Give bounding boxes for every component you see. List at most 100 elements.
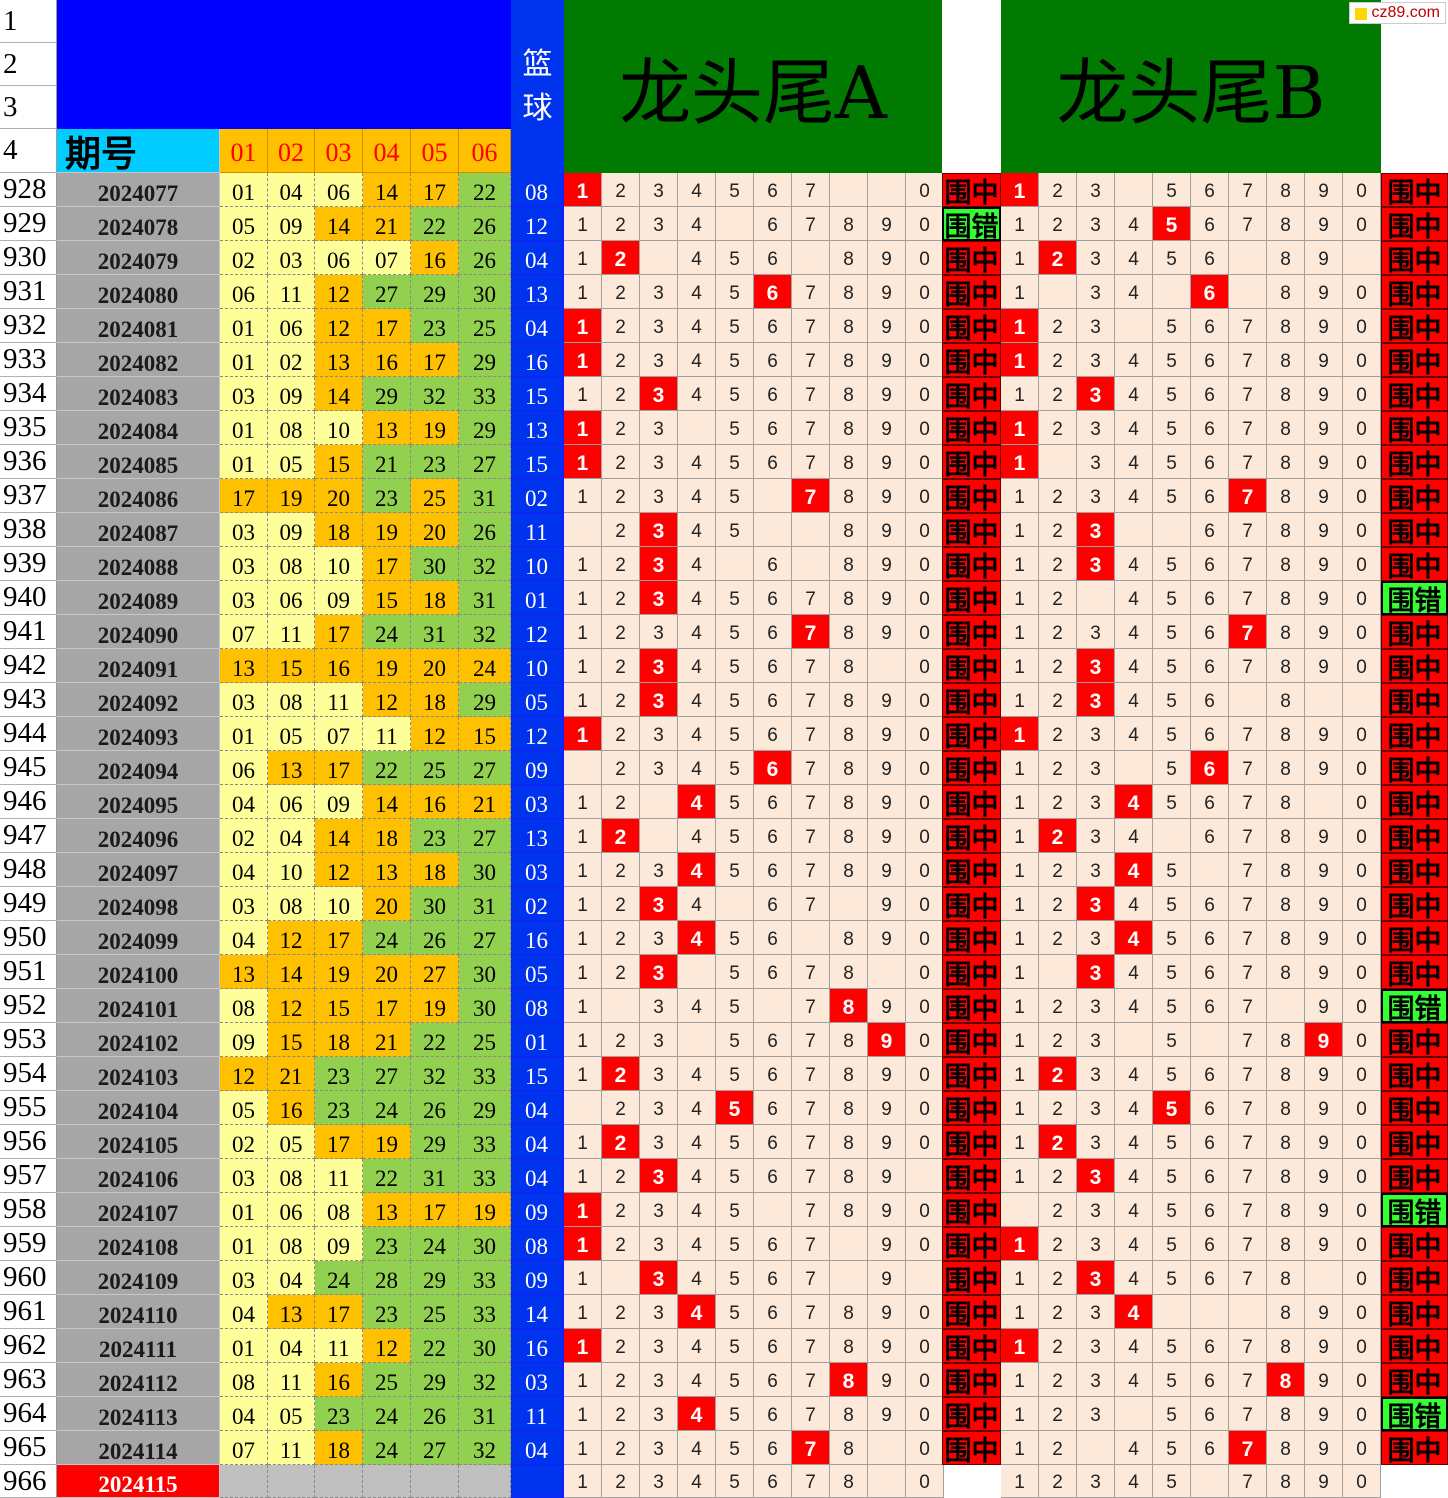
red-ball[interactable]: 26 xyxy=(459,513,511,547)
tail-a-cell[interactable]: 9 xyxy=(868,683,906,717)
tail-a-cell[interactable]: 8 xyxy=(830,207,868,241)
tail-a-cell[interactable]: 6 xyxy=(754,173,792,207)
tail-a-cell[interactable]: 2 xyxy=(602,513,640,547)
tail-a-cell[interactable]: 2 xyxy=(602,1227,640,1261)
tail-b-cell[interactable]: 1 xyxy=(1001,683,1039,717)
tail-a-cell[interactable]: 7 xyxy=(792,309,830,343)
tail-a-cell[interactable]: 1 xyxy=(564,1023,602,1057)
tail-b-cell[interactable]: 8 xyxy=(1267,615,1305,649)
red-ball[interactable]: 19 xyxy=(363,1125,411,1159)
red-ball[interactable]: 23 xyxy=(411,819,459,853)
tail-b-cell[interactable]: 4 xyxy=(1115,717,1153,751)
tail-b-cell[interactable]: 3 xyxy=(1077,1329,1115,1363)
red-ball[interactable]: 30 xyxy=(459,1227,511,1261)
red-ball[interactable]: 19 xyxy=(315,955,363,989)
red-ball[interactable]: 03 xyxy=(220,513,268,547)
red-ball[interactable]: 19 xyxy=(363,513,411,547)
tail-b-cell[interactable]: 2 xyxy=(1039,1329,1077,1363)
tail-a-cell[interactable]: 5 xyxy=(716,445,754,479)
tail-b-cell[interactable]: 6 xyxy=(1191,1193,1229,1227)
tail-a-cell[interactable]: 6 xyxy=(754,1261,792,1295)
tail-b-cell[interactable]: 3 xyxy=(1077,819,1115,853)
tail-b-cell[interactable]: 4 xyxy=(1115,853,1153,887)
row-number[interactable]: 940 xyxy=(0,581,57,615)
tail-a-cell[interactable]: 4 xyxy=(678,547,716,581)
tail-b-cell[interactable]: 4 xyxy=(1115,1261,1153,1295)
tail-b-cell[interactable]: 9 xyxy=(1305,1363,1343,1397)
tail-a-cell[interactable]: 6 xyxy=(754,785,792,819)
tail-b-cell[interactable]: 1 xyxy=(1001,275,1039,309)
tail-b-cell[interactable]: 1 xyxy=(1001,377,1039,411)
red-ball[interactable]: 05 xyxy=(268,445,315,479)
tail-b-cell[interactable]: 6 xyxy=(1191,1329,1229,1363)
red-ball[interactable]: 05 xyxy=(220,1091,268,1125)
tail-a-cell[interactable]: 1 xyxy=(564,819,602,853)
tail-b-cell[interactable]: 1 xyxy=(1001,1091,1039,1125)
tail-a-cell[interactable]: 0 xyxy=(906,1125,944,1159)
result-a[interactable]: 围中 xyxy=(942,1261,1001,1295)
red-ball[interactable]: 11 xyxy=(363,717,411,751)
tail-a-cell[interactable]: 7 xyxy=(792,343,830,377)
tail-a-cell[interactable]: 9 xyxy=(868,1057,906,1091)
result-a[interactable]: 围中 xyxy=(942,615,1001,649)
tail-b-cell[interactable]: 2 xyxy=(1039,683,1077,717)
tail-a-cell[interactable]: 5 xyxy=(716,1329,754,1363)
result-b[interactable]: 围中 xyxy=(1381,411,1448,445)
tail-b-cell[interactable]: 6 xyxy=(1191,547,1229,581)
tail-a-cell[interactable]: 4 xyxy=(678,921,716,955)
tail-a-cell[interactable]: 0 xyxy=(906,1023,944,1057)
tail-b-cell[interactable]: 4 xyxy=(1115,921,1153,955)
tail-a-cell[interactable]: 6 xyxy=(754,887,792,921)
tail-b-cell[interactable]: 6 xyxy=(1191,241,1229,275)
tail-a-cell[interactable]: 0 xyxy=(906,207,944,241)
tail-b-cell[interactable]: 3 xyxy=(1077,1397,1115,1431)
tail-b-cell[interactable]: 4 xyxy=(1115,955,1153,989)
tail-a-cell[interactable]: 7 xyxy=(792,1227,830,1261)
tail-b-cell[interactable]: 4 xyxy=(1115,275,1153,309)
tail-b-cell[interactable]: 6 xyxy=(1191,581,1229,615)
tail-b-cell[interactable]: 3 xyxy=(1077,955,1115,989)
red-ball[interactable]: 16 xyxy=(363,343,411,377)
row-number[interactable]: 928 xyxy=(0,173,57,207)
tail-b-cell[interactable]: 3 xyxy=(1077,989,1115,1023)
tail-a-cell[interactable]: 9 xyxy=(868,717,906,751)
tail-b-cell[interactable]: 3 xyxy=(1077,1363,1115,1397)
tail-a-cell[interactable] xyxy=(678,955,716,989)
tail-a-cell[interactable]: 5 xyxy=(716,1091,754,1125)
blue-ball[interactable]: 13 xyxy=(511,275,564,309)
tail-b-cell[interactable]: 1 xyxy=(1001,1465,1039,1498)
result-a[interactable]: 围中 xyxy=(942,1363,1001,1397)
tail-b-cell[interactable]: 2 xyxy=(1039,343,1077,377)
tail-b-cell[interactable]: 2 xyxy=(1039,1091,1077,1125)
red-ball[interactable]: 30 xyxy=(411,887,459,921)
tail-b-cell[interactable]: 5 xyxy=(1153,343,1191,377)
tail-a-cell[interactable]: 3 xyxy=(640,921,678,955)
tail-b-cell[interactable]: 1 xyxy=(1001,1057,1039,1091)
tail-b-cell[interactable]: 2 xyxy=(1039,1057,1077,1091)
tail-a-cell[interactable]: 7 xyxy=(792,411,830,445)
red-ball[interactable]: 12 xyxy=(315,853,363,887)
tail-b-cell[interactable] xyxy=(1115,1397,1153,1431)
tail-b-cell[interactable]: 5 xyxy=(1153,955,1191,989)
red-ball[interactable]: 24 xyxy=(363,1431,411,1465)
row-number[interactable]: 4 xyxy=(0,129,57,173)
red-ball[interactable]: 25 xyxy=(411,479,459,513)
tail-b-cell[interactable]: 4 xyxy=(1115,547,1153,581)
tail-a-cell[interactable]: 4 xyxy=(678,1091,716,1125)
tail-b-cell[interactable]: 9 xyxy=(1305,887,1343,921)
blue-ball[interactable]: 10 xyxy=(511,547,564,581)
red-ball[interactable]: 33 xyxy=(459,1125,511,1159)
result-a[interactable]: 围中 xyxy=(942,1023,1001,1057)
tail-a-cell[interactable]: 2 xyxy=(602,275,640,309)
tail-a-cell[interactable]: 2 xyxy=(602,1329,640,1363)
tail-a-cell[interactable]: 3 xyxy=(640,1023,678,1057)
tail-b-cell[interactable]: 2 xyxy=(1039,411,1077,445)
result-b[interactable]: 围中 xyxy=(1381,547,1448,581)
tail-a-cell[interactable]: 0 xyxy=(906,785,944,819)
tail-a-cell[interactable]: 8 xyxy=(830,955,868,989)
tail-b-cell[interactable] xyxy=(1229,241,1267,275)
tail-b-cell[interactable]: 6 xyxy=(1191,1227,1229,1261)
tail-a-cell[interactable]: 6 xyxy=(754,1023,792,1057)
red-ball[interactable]: 25 xyxy=(459,1023,511,1057)
red-ball[interactable]: 27 xyxy=(459,445,511,479)
